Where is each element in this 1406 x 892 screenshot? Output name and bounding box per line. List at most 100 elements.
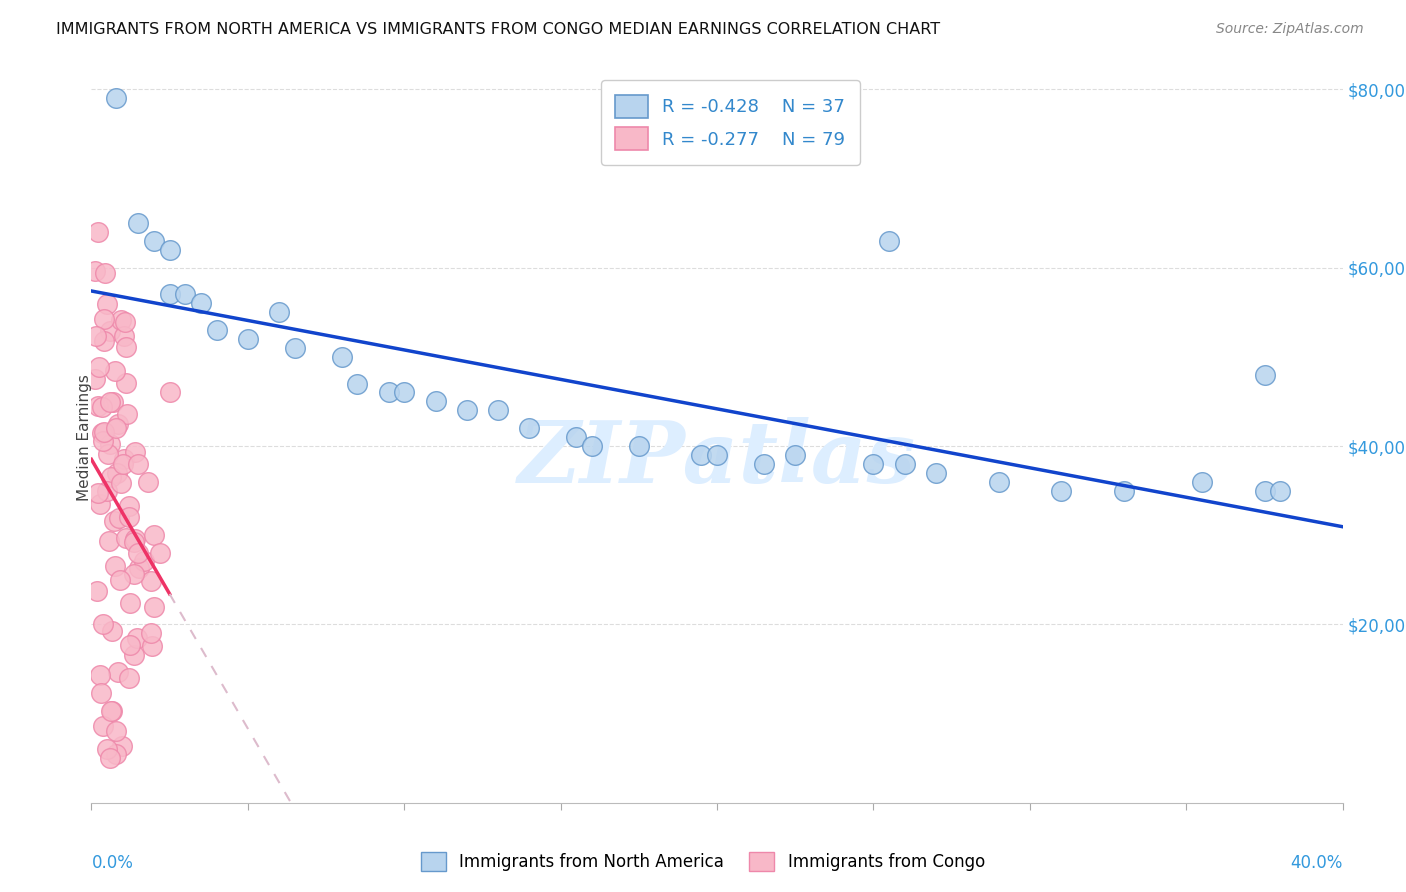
- Point: [86, 583, 108, 598]
- Point: [112, 451, 135, 466]
- Point: [107, 510, 129, 524]
- Point: [105, 91, 128, 105]
- Point: [98, 533, 121, 548]
- Point: [94, 266, 117, 280]
- Point: [98, 394, 121, 409]
- Point: [581, 439, 603, 453]
- Point: [93, 425, 115, 439]
- Point: [118, 639, 141, 653]
- Point: [143, 599, 166, 614]
- Point: [101, 704, 124, 718]
- Point: [159, 287, 181, 301]
- Point: [141, 626, 163, 640]
- Text: 0.0%: 0.0%: [91, 854, 134, 872]
- Point: [105, 466, 128, 480]
- Point: [128, 560, 150, 574]
- Text: ZIPatlas: ZIPatlas: [517, 417, 917, 500]
- Point: [519, 421, 541, 435]
- Point: [377, 385, 399, 400]
- Point: [1112, 483, 1135, 498]
- Point: [87, 359, 110, 374]
- Text: Source: ZipAtlas.com: Source: ZipAtlas.com: [1216, 22, 1364, 37]
- Legend: R = -0.428    N = 37, R = -0.277    N = 79: R = -0.428 N = 37, R = -0.277 N = 79: [600, 80, 860, 165]
- Point: [1191, 475, 1213, 489]
- Point: [90, 686, 112, 700]
- Point: [127, 457, 149, 471]
- Point: [122, 566, 145, 581]
- Point: [91, 616, 114, 631]
- Point: [125, 631, 148, 645]
- Point: [120, 596, 142, 610]
- Point: [103, 514, 125, 528]
- Point: [97, 447, 120, 461]
- Point: [98, 325, 121, 339]
- Text: IMMIGRANTS FROM NORTH AMERICA VS IMMIGRANTS FROM CONGO MEDIAN EARNINGS CORRELATI: IMMIGRANTS FROM NORTH AMERICA VS IMMIGRA…: [56, 22, 941, 37]
- Point: [877, 234, 900, 248]
- Point: [111, 457, 134, 471]
- Point: [107, 665, 129, 680]
- Point: [1050, 483, 1073, 498]
- Point: [91, 400, 114, 414]
- Point: [124, 648, 146, 662]
- Point: [114, 315, 136, 329]
- Point: [100, 469, 122, 483]
- Point: [84, 329, 107, 343]
- Point: [149, 546, 172, 560]
- Point: [115, 408, 138, 422]
- Point: [127, 216, 149, 230]
- Point: [104, 559, 127, 574]
- Point: [90, 426, 112, 441]
- Point: [205, 323, 228, 337]
- Point: [93, 334, 115, 348]
- Point: [174, 287, 197, 301]
- Point: [104, 364, 127, 378]
- Point: [96, 484, 118, 499]
- Point: [690, 448, 713, 462]
- Point: [98, 751, 121, 765]
- Point: [83, 264, 105, 278]
- Point: [110, 312, 132, 326]
- Point: [706, 448, 728, 462]
- Point: [346, 376, 368, 391]
- Text: 40.0%: 40.0%: [1291, 854, 1343, 872]
- Point: [86, 225, 108, 239]
- Legend: Immigrants from North America, Immigrants from Congo: Immigrants from North America, Immigrant…: [413, 843, 993, 880]
- Point: [565, 430, 588, 444]
- Point: [100, 624, 122, 638]
- Point: [284, 341, 307, 355]
- Point: [987, 475, 1010, 489]
- Point: [87, 485, 110, 500]
- Point: [394, 385, 416, 400]
- Point: [115, 531, 138, 545]
- Point: [91, 719, 114, 733]
- Point: [143, 234, 166, 248]
- Point: [100, 705, 122, 719]
- Point: [127, 546, 149, 560]
- Point: [124, 445, 146, 459]
- Point: [862, 457, 884, 471]
- Y-axis label: Median Earnings: Median Earnings: [77, 374, 91, 500]
- Point: [136, 475, 159, 489]
- Point: [101, 395, 124, 409]
- Point: [110, 475, 132, 490]
- Point: [236, 332, 259, 346]
- Point: [98, 437, 121, 451]
- Point: [456, 403, 478, 417]
- Point: [627, 439, 650, 453]
- Point: [91, 434, 114, 448]
- Point: [132, 553, 155, 567]
- Point: [159, 243, 181, 257]
- Point: [894, 457, 917, 471]
- Point: [1253, 483, 1275, 498]
- Point: [124, 532, 146, 546]
- Point: [141, 639, 163, 653]
- Point: [486, 403, 509, 417]
- Point: [104, 747, 127, 762]
- Point: [93, 311, 115, 326]
- Point: [111, 739, 134, 754]
- Point: [86, 399, 108, 413]
- Point: [105, 724, 128, 739]
- Point: [1253, 368, 1275, 382]
- Point: [118, 499, 141, 513]
- Point: [122, 534, 145, 549]
